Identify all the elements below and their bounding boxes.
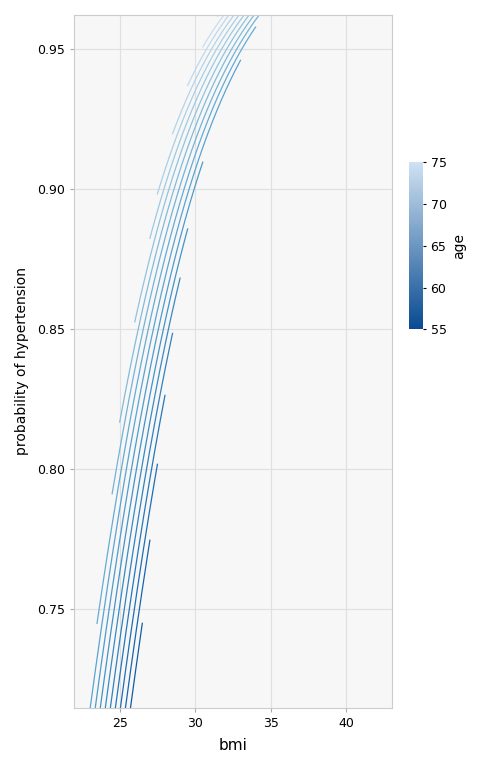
Y-axis label: probability of hypertension: probability of hypertension	[15, 267, 29, 455]
Y-axis label: age: age	[452, 233, 466, 259]
X-axis label: bmi: bmi	[218, 738, 247, 753]
